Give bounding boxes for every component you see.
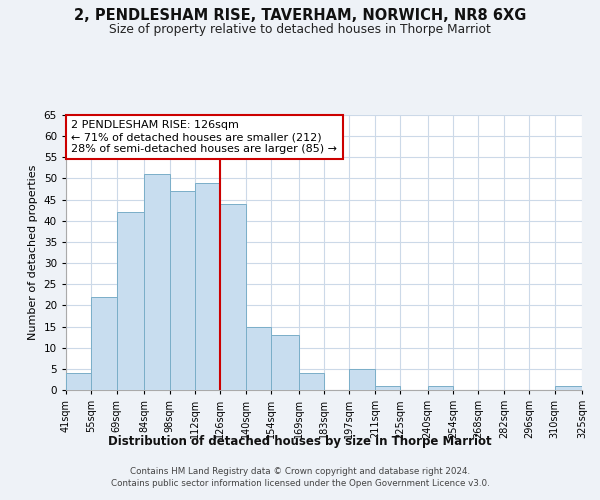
Bar	[246, 326, 271, 390]
Bar	[195, 182, 220, 390]
Bar	[66, 373, 91, 390]
Text: 2, PENDLESHAM RISE, TAVERHAM, NORWICH, NR8 6XG: 2, PENDLESHAM RISE, TAVERHAM, NORWICH, N…	[74, 8, 526, 22]
Y-axis label: Number of detached properties: Number of detached properties	[28, 165, 38, 340]
Bar	[144, 174, 170, 390]
Bar	[555, 386, 582, 390]
Text: Size of property relative to detached houses in Thorpe Marriot: Size of property relative to detached ho…	[109, 22, 491, 36]
Bar	[271, 335, 299, 390]
Text: Contains HM Land Registry data © Crown copyright and database right 2024.: Contains HM Land Registry data © Crown c…	[130, 467, 470, 476]
Bar	[170, 191, 195, 390]
Bar	[349, 369, 375, 390]
Text: Distribution of detached houses by size in Thorpe Marriot: Distribution of detached houses by size …	[108, 435, 492, 448]
Text: 2 PENDLESHAM RISE: 126sqm
← 71% of detached houses are smaller (212)
28% of semi: 2 PENDLESHAM RISE: 126sqm ← 71% of detac…	[71, 120, 337, 154]
Text: Contains public sector information licensed under the Open Government Licence v3: Contains public sector information licen…	[110, 478, 490, 488]
Bar	[117, 212, 144, 390]
Bar	[220, 204, 246, 390]
Bar	[299, 373, 324, 390]
Bar	[91, 297, 117, 390]
Bar	[375, 386, 400, 390]
Bar	[428, 386, 453, 390]
